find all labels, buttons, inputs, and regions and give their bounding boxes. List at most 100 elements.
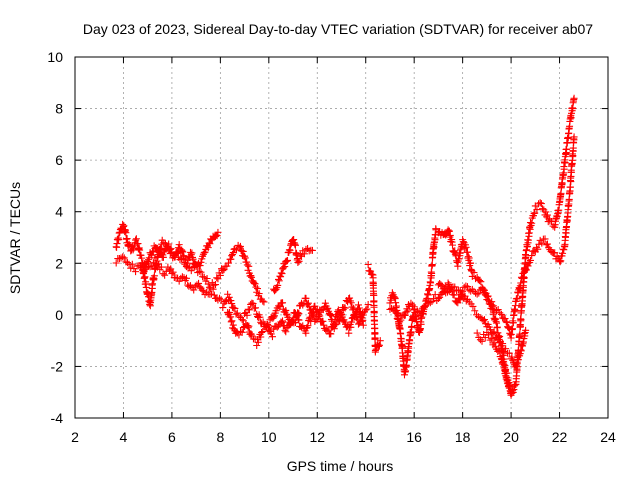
series-track-b bbox=[112, 253, 372, 333]
data-point bbox=[282, 310, 290, 318]
data-point bbox=[132, 268, 140, 276]
data-point bbox=[283, 257, 291, 265]
data-point bbox=[526, 219, 534, 227]
data-point bbox=[462, 243, 470, 251]
y-tick-label: 0 bbox=[55, 307, 63, 323]
data-point bbox=[204, 244, 212, 252]
data-point bbox=[559, 249, 567, 257]
data-point bbox=[188, 249, 196, 257]
data-point bbox=[206, 240, 214, 248]
data-point bbox=[359, 321, 367, 329]
data-point bbox=[143, 264, 151, 272]
data-point bbox=[300, 250, 308, 258]
data-point bbox=[213, 274, 221, 282]
data-point bbox=[451, 250, 459, 258]
data-point bbox=[132, 236, 140, 244]
data-point bbox=[327, 311, 335, 319]
data-point bbox=[528, 219, 536, 227]
data-point bbox=[251, 280, 259, 288]
data-point bbox=[265, 324, 273, 332]
data-point bbox=[120, 254, 128, 262]
data-point bbox=[216, 271, 224, 279]
data-point bbox=[490, 328, 498, 336]
data-point bbox=[496, 309, 504, 317]
data-point bbox=[192, 261, 200, 269]
data-point bbox=[160, 239, 168, 247]
data-point bbox=[245, 322, 253, 330]
data-point bbox=[337, 309, 345, 317]
x-tick-label: 18 bbox=[455, 429, 471, 445]
data-point bbox=[514, 356, 522, 364]
data-point bbox=[509, 325, 517, 333]
data-point bbox=[445, 227, 453, 235]
data-point bbox=[436, 293, 444, 301]
data-point bbox=[276, 303, 284, 311]
x-axis-label: GPS time / hours bbox=[287, 458, 394, 474]
data-point bbox=[541, 235, 549, 243]
data-point bbox=[461, 244, 469, 252]
data-point bbox=[302, 329, 310, 337]
data-point bbox=[277, 273, 285, 281]
data-point bbox=[195, 267, 203, 275]
data-point bbox=[490, 308, 498, 316]
series-track-c bbox=[139, 236, 268, 310]
y-tick-label: 10 bbox=[47, 49, 63, 65]
x-tick-label: 10 bbox=[261, 429, 277, 445]
data-point bbox=[162, 267, 170, 275]
data-point bbox=[294, 312, 302, 320]
data-point bbox=[451, 247, 459, 255]
data-point bbox=[157, 246, 165, 254]
data-point bbox=[282, 328, 290, 336]
data-point bbox=[236, 242, 244, 250]
data-point bbox=[428, 269, 436, 277]
data-point bbox=[307, 317, 315, 325]
data-point bbox=[542, 208, 550, 216]
data-point bbox=[165, 266, 173, 274]
data-point bbox=[229, 321, 237, 329]
data-point bbox=[191, 262, 199, 270]
data-point bbox=[396, 318, 404, 326]
data-point bbox=[157, 263, 165, 271]
data-point bbox=[355, 304, 363, 312]
axis-ticks bbox=[74, 56, 609, 419]
data-point bbox=[251, 304, 259, 312]
data-point bbox=[238, 328, 246, 336]
data-point bbox=[313, 305, 321, 313]
data-point bbox=[501, 315, 509, 323]
data-point bbox=[371, 346, 379, 354]
data-point bbox=[479, 285, 487, 293]
data-point bbox=[503, 319, 511, 327]
data-point bbox=[187, 267, 195, 275]
data-point bbox=[490, 339, 498, 347]
data-point bbox=[438, 282, 446, 290]
data-point bbox=[178, 255, 186, 263]
data-point bbox=[119, 253, 127, 261]
data-point bbox=[197, 268, 205, 276]
data-point bbox=[279, 317, 287, 325]
data-point bbox=[179, 255, 187, 263]
data-point bbox=[347, 323, 355, 331]
data-point bbox=[258, 328, 266, 336]
data-point bbox=[364, 260, 372, 268]
data-point bbox=[259, 328, 267, 336]
data-point bbox=[122, 229, 130, 237]
data-point bbox=[302, 294, 310, 302]
data-point bbox=[221, 297, 229, 305]
data-point bbox=[235, 312, 243, 320]
data-point bbox=[253, 341, 261, 349]
data-point bbox=[484, 293, 492, 301]
data-point bbox=[417, 320, 425, 328]
data-point bbox=[136, 262, 144, 270]
data-point bbox=[477, 278, 485, 286]
data-point bbox=[140, 268, 148, 276]
data-point bbox=[272, 285, 280, 293]
data-point bbox=[409, 301, 417, 309]
data-point bbox=[248, 273, 256, 281]
data-point bbox=[375, 341, 383, 349]
data-point bbox=[416, 325, 424, 333]
data-point bbox=[460, 283, 468, 291]
data-point bbox=[340, 303, 348, 311]
series-track-f bbox=[364, 260, 384, 356]
data-point bbox=[480, 316, 488, 324]
x-tick-label: 14 bbox=[358, 429, 374, 445]
